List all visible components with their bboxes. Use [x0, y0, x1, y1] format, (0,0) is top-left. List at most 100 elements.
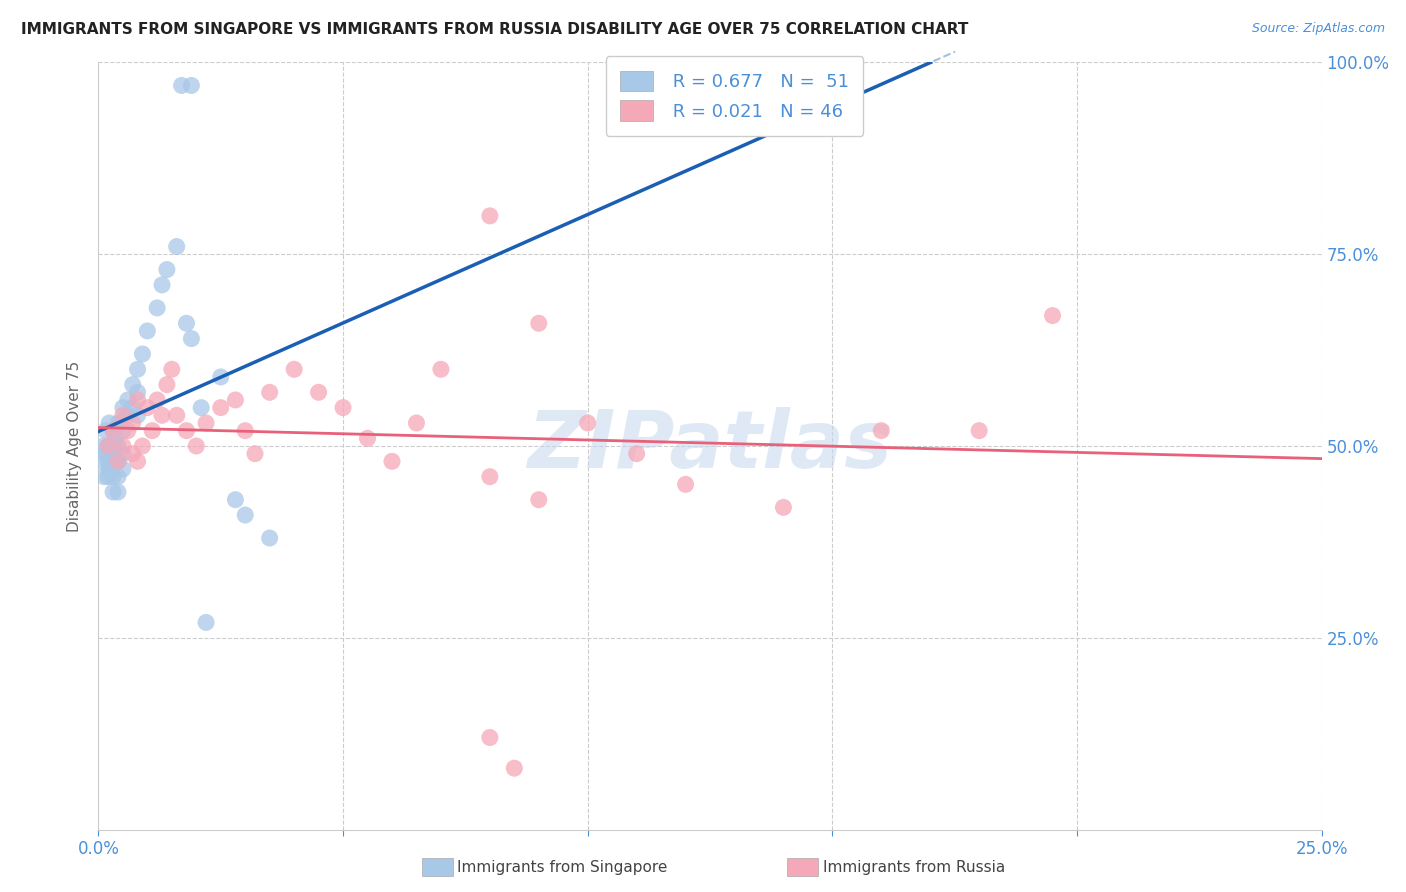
Point	[146, 301, 169, 315]
Point	[97, 469, 120, 483]
Point	[478, 469, 501, 483]
Point	[101, 454, 124, 468]
Point	[160, 362, 183, 376]
Point	[111, 439, 134, 453]
Point	[97, 439, 120, 453]
Y-axis label: Disability Age Over 75: Disability Age Over 75	[67, 360, 83, 532]
Point	[136, 401, 159, 415]
Point	[195, 615, 218, 630]
Point	[101, 424, 124, 438]
Point	[576, 416, 599, 430]
Point	[430, 362, 453, 376]
Text: IMMIGRANTS FROM SINGAPORE VS IMMIGRANTS FROM RUSSIA DISABILITY AGE OVER 75 CORRE: IMMIGRANTS FROM SINGAPORE VS IMMIGRANTS …	[21, 22, 969, 37]
Point	[675, 477, 697, 491]
Point	[110, 416, 132, 430]
Point	[166, 409, 188, 423]
Point	[233, 508, 256, 522]
Point	[224, 492, 246, 507]
Point	[94, 424, 117, 438]
Point	[176, 316, 198, 330]
Point	[224, 392, 246, 407]
Point	[1042, 309, 1064, 323]
Point	[94, 447, 117, 461]
Point	[283, 362, 305, 376]
Point	[259, 385, 281, 400]
Point	[146, 392, 169, 407]
Point	[117, 409, 139, 423]
Point	[98, 416, 121, 430]
Point	[97, 454, 120, 468]
Point	[121, 416, 143, 430]
Point	[772, 500, 794, 515]
Point	[91, 454, 114, 468]
Point	[93, 469, 115, 483]
Point	[127, 362, 149, 376]
Point	[176, 424, 198, 438]
Point	[98, 462, 121, 476]
Point	[100, 439, 122, 453]
Point	[195, 416, 218, 430]
Point	[381, 454, 404, 468]
Text: Immigrants from Russia: Immigrants from Russia	[823, 860, 1005, 874]
Point	[111, 424, 134, 438]
Point	[141, 424, 163, 438]
Point	[107, 439, 129, 453]
Point	[626, 447, 648, 461]
Point	[127, 392, 149, 407]
Point	[107, 416, 129, 430]
Point	[356, 431, 378, 445]
Point	[186, 439, 208, 453]
Point	[131, 347, 153, 361]
Point	[405, 416, 427, 430]
Point	[107, 469, 129, 483]
Point	[478, 731, 501, 745]
Point	[111, 401, 134, 415]
Point	[190, 401, 212, 415]
Point	[150, 277, 173, 292]
Point	[101, 439, 124, 453]
Point	[870, 424, 893, 438]
Point	[111, 447, 134, 461]
Point	[967, 424, 990, 438]
Point	[101, 447, 124, 461]
Point	[91, 439, 114, 453]
Point	[156, 377, 179, 392]
Point	[107, 485, 129, 500]
Point	[209, 401, 232, 415]
Point	[332, 401, 354, 415]
Point	[101, 424, 124, 438]
Point	[180, 332, 202, 346]
Point	[478, 209, 501, 223]
Point	[121, 377, 143, 392]
Point	[121, 401, 143, 415]
Point	[107, 454, 129, 468]
Point	[97, 439, 120, 453]
Point	[121, 447, 143, 461]
Text: Immigrants from Singapore: Immigrants from Singapore	[457, 860, 668, 874]
Point	[308, 385, 330, 400]
Point	[527, 492, 550, 507]
Point	[101, 469, 124, 483]
Point	[156, 262, 179, 277]
Point	[136, 324, 159, 338]
Point	[170, 78, 193, 93]
Point	[111, 409, 134, 423]
Point	[127, 454, 149, 468]
Point	[107, 454, 129, 468]
Point	[131, 439, 153, 453]
Point	[104, 431, 127, 445]
Point	[117, 424, 139, 438]
Point	[527, 316, 550, 330]
Point	[503, 761, 526, 775]
Point	[150, 409, 173, 423]
Point	[127, 409, 149, 423]
Point	[209, 370, 232, 384]
Point	[166, 239, 188, 253]
Text: Source: ZipAtlas.com: Source: ZipAtlas.com	[1251, 22, 1385, 36]
Point	[101, 485, 124, 500]
Point	[180, 78, 202, 93]
Point	[111, 462, 134, 476]
Legend:  R = 0.677   N =  51,  R = 0.021   N = 46: R = 0.677 N = 51, R = 0.021 N = 46	[606, 56, 863, 136]
Point	[233, 424, 256, 438]
Point	[127, 385, 149, 400]
